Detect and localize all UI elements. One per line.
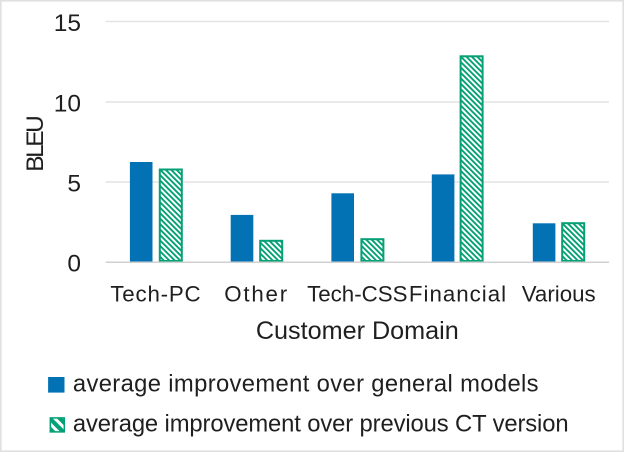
svg-text:15: 15 (54, 10, 81, 37)
svg-text:BLEU: BLEU (22, 117, 49, 172)
svg-text:Financial: Financial (409, 282, 507, 307)
svg-text:Other: Other (224, 282, 289, 307)
svg-text:Customer Domain: Customer Domain (256, 317, 459, 345)
svg-text:Various: Various (522, 282, 596, 307)
svg-text:0: 0 (67, 251, 81, 278)
svg-text:Tech-PC: Tech-PC (110, 282, 201, 307)
svg-text:Tech-CSS: Tech-CSS (307, 282, 407, 307)
svg-text:average improvement over gener: average improvement over general models (73, 370, 539, 397)
svg-text:10: 10 (54, 91, 81, 118)
svg-text:5: 5 (67, 171, 81, 198)
svg-text:average improvement over previ: average improvement over previous CT ver… (73, 410, 569, 437)
